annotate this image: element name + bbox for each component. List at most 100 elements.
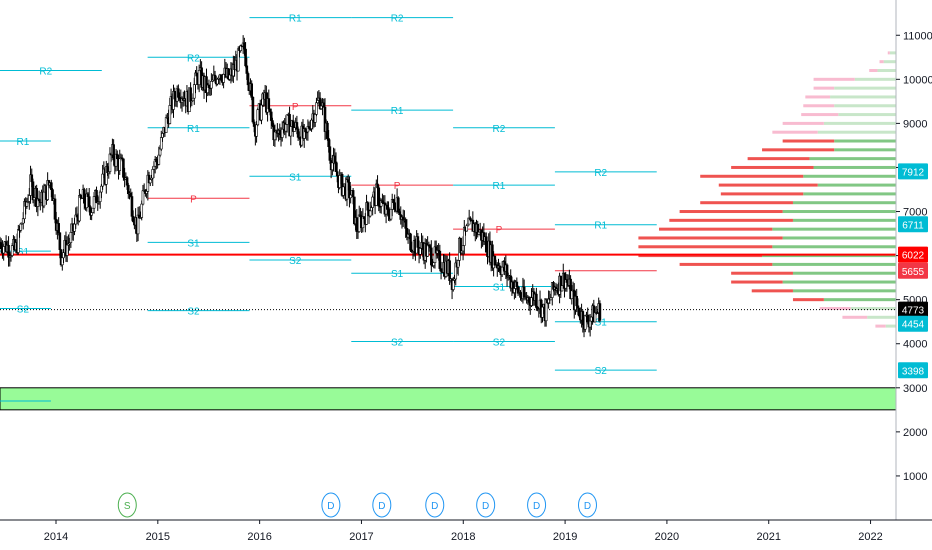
candle-body bbox=[593, 312, 597, 323]
volume-profile-up-bar bbox=[834, 148, 896, 152]
candle-body bbox=[246, 73, 250, 86]
candle-body bbox=[389, 208, 393, 220]
x-tick-label: 2022 bbox=[858, 531, 882, 543]
dividend-event-marker[interactable] bbox=[425, 492, 445, 518]
volume-profile-up-bar bbox=[850, 306, 896, 310]
pivot-label-r1: R1 bbox=[17, 137, 30, 148]
y-tick-label: 1000 bbox=[903, 471, 927, 483]
candle-body bbox=[79, 195, 82, 198]
candle-body bbox=[58, 232, 62, 251]
candle-body bbox=[310, 119, 313, 129]
price-badge-label: 6022 bbox=[902, 251, 925, 262]
volume-profile-down-bar bbox=[819, 306, 851, 310]
candle-body bbox=[61, 257, 64, 266]
pivot-label-p: P bbox=[394, 181, 401, 192]
price-badge-label: 6711 bbox=[902, 220, 924, 231]
candle-body bbox=[108, 153, 112, 172]
split-event-marker[interactable] bbox=[117, 492, 137, 518]
price-badge bbox=[898, 163, 928, 180]
pivot-label-s2: S2 bbox=[391, 338, 404, 349]
pivot-label-s1: S1 bbox=[595, 318, 608, 329]
candle-body bbox=[588, 320, 592, 328]
dividend-event-marker[interactable] bbox=[577, 492, 597, 518]
candle-body bbox=[430, 247, 433, 266]
volume-profile-down-bar bbox=[638, 245, 773, 249]
pivot-label-s2: S2 bbox=[187, 307, 200, 318]
candle-body bbox=[57, 223, 60, 234]
candle-body bbox=[409, 233, 412, 251]
candle-body bbox=[90, 212, 93, 216]
dividend-event-marker[interactable] bbox=[476, 492, 496, 518]
volume-profile-up-bar bbox=[792, 271, 896, 275]
candle-body bbox=[244, 48, 247, 67]
candle-body bbox=[371, 196, 374, 208]
candle-body bbox=[98, 191, 102, 202]
pivot-label-s1: S1 bbox=[17, 247, 30, 258]
dividend-event-marker[interactable] bbox=[321, 492, 341, 518]
candle-body bbox=[522, 286, 526, 298]
candle-body bbox=[284, 124, 288, 132]
pivot-label-r1: R1 bbox=[289, 14, 302, 25]
price-badge-label: 7912 bbox=[902, 167, 925, 178]
candle-body bbox=[101, 173, 104, 187]
candle-body bbox=[285, 114, 289, 125]
candle-body bbox=[210, 81, 213, 89]
pivot-label-r1: R1 bbox=[594, 221, 607, 232]
candle-body bbox=[575, 295, 578, 307]
volume-profile-down-bar bbox=[679, 262, 773, 266]
candle-body bbox=[222, 74, 225, 83]
price-badge-label: 4773 bbox=[902, 306, 925, 317]
candle-body bbox=[313, 114, 317, 123]
volume-profile-down-bar bbox=[751, 289, 793, 293]
candle-body bbox=[560, 285, 564, 292]
candle-body bbox=[216, 78, 219, 85]
pivot-label-r1: R1 bbox=[391, 106, 404, 117]
volume-profile-up-bar bbox=[782, 280, 896, 284]
candle-body bbox=[115, 153, 119, 159]
candle-body bbox=[432, 262, 436, 266]
candle-body bbox=[7, 244, 10, 258]
candle-body bbox=[158, 148, 162, 156]
candle-body bbox=[349, 194, 352, 199]
candle-body bbox=[78, 195, 81, 222]
volume-profile-up-bar bbox=[854, 77, 896, 81]
candle-body bbox=[197, 69, 201, 85]
candle-body bbox=[112, 144, 115, 161]
y-tick-label: 11000 bbox=[903, 30, 932, 42]
candle-body bbox=[32, 197, 36, 201]
y-tick-label: 10000 bbox=[903, 74, 932, 86]
candle-body bbox=[0, 242, 3, 250]
candle-body bbox=[590, 316, 593, 322]
pivot-label-r2: R2 bbox=[39, 67, 52, 78]
volume-profile-up-bar bbox=[883, 60, 896, 64]
pivot-label-s1: S1 bbox=[391, 269, 404, 280]
candle-body bbox=[493, 255, 497, 266]
volume-profile-down-bar bbox=[842, 315, 868, 319]
volume-profile-up-bar bbox=[823, 121, 896, 125]
candle-body bbox=[278, 130, 282, 136]
candle-body bbox=[549, 297, 553, 301]
candle-body bbox=[28, 195, 31, 202]
candle-body bbox=[280, 128, 284, 138]
candle-body bbox=[583, 314, 587, 330]
pivot-label-r2: R2 bbox=[391, 14, 404, 25]
volume-profile-down-bar bbox=[762, 148, 835, 152]
dividend-event-marker[interactable] bbox=[372, 492, 392, 518]
event-marker-label: D bbox=[482, 501, 489, 512]
candle-body bbox=[86, 193, 90, 197]
volume-profile-down-bar bbox=[679, 210, 783, 214]
candle-body bbox=[428, 245, 432, 249]
dividend-event-marker[interactable] bbox=[527, 492, 547, 518]
event-marker-label: D bbox=[533, 501, 540, 512]
volume-profile-down-bar bbox=[720, 192, 804, 196]
candle-body bbox=[477, 231, 481, 235]
volume-profile-down-bar bbox=[700, 174, 804, 178]
x-tick-label: 2014 bbox=[44, 531, 68, 543]
volume-profile-down-bar bbox=[875, 324, 886, 328]
candle-body bbox=[335, 171, 339, 177]
candle-body bbox=[451, 280, 455, 290]
event-marker-label: D bbox=[378, 501, 385, 512]
pivot-label-s2: S2 bbox=[595, 366, 608, 377]
pivot-label-r2: R2 bbox=[493, 124, 506, 135]
